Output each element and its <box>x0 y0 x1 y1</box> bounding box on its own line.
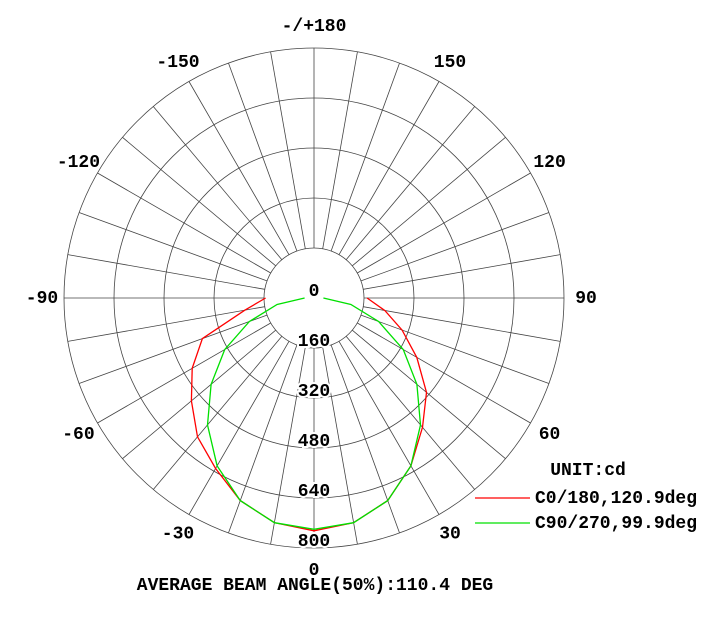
angle-tick-label: 90 <box>575 289 597 309</box>
grid-spoke <box>67 254 265 290</box>
grid-spoke <box>122 329 276 460</box>
angle-tick-label: -30 <box>162 524 194 544</box>
grid-spoke <box>357 172 531 274</box>
angle-tick-label: -90 <box>26 289 58 309</box>
grid-spoke <box>78 314 268 384</box>
r-tick-label: 320 <box>298 382 330 402</box>
grid-spoke <box>360 314 550 384</box>
legend-label: C90/270,99.9deg <box>535 514 697 534</box>
angle-tick-label: -60 <box>62 425 94 445</box>
grid-spoke <box>228 344 298 534</box>
grid-spoke <box>352 136 506 267</box>
grid-spoke <box>270 51 306 249</box>
grid-spoke <box>330 344 400 534</box>
angle-tick-label: -150 <box>156 53 199 73</box>
grid-spoke <box>188 81 290 255</box>
grid-spoke <box>338 341 440 515</box>
curve <box>206 297 422 530</box>
grid-spoke <box>97 322 271 424</box>
grid-spoke <box>322 51 358 249</box>
grid-spoke <box>352 329 506 460</box>
angle-tick-label: 150 <box>434 53 466 73</box>
curve <box>190 297 428 532</box>
r-tick-label: 0 <box>309 282 320 302</box>
footer: AVERAGE BEAM ANGLE(50%):110.4 DEG <box>137 576 493 596</box>
angle-tick-label: 60 <box>539 425 561 445</box>
angle-tick-label: 120 <box>533 153 565 173</box>
r-tick-label: 480 <box>298 432 330 452</box>
grid-spoke <box>330 62 400 252</box>
r-tick-label: 160 <box>298 332 330 352</box>
angle-tick-label: 0 <box>309 561 320 581</box>
grid-spoke <box>78 212 268 282</box>
grid-spoke <box>322 347 358 545</box>
grid-spoke <box>97 172 271 274</box>
grid-spoke <box>345 336 476 490</box>
grid-spoke <box>270 347 306 545</box>
angle-tick-label: 30 <box>439 524 461 544</box>
grid-spoke <box>228 62 298 252</box>
grid-spoke <box>152 106 283 260</box>
grid-spoke <box>360 212 550 282</box>
angle-tick-label: -/+180 <box>282 17 347 37</box>
grid-spoke <box>338 81 440 255</box>
legend-label: C0/180,120.9deg <box>535 489 697 509</box>
angle-tick-label: -120 <box>57 153 100 173</box>
legend-title: UNIT:cd <box>550 461 626 481</box>
grid-spoke <box>363 306 561 342</box>
grid-spoke <box>357 322 531 424</box>
grid-spoke <box>345 106 476 260</box>
grid-spoke <box>67 306 265 342</box>
grid-spoke <box>122 136 276 267</box>
r-tick-label: 800 <box>298 532 330 552</box>
grid-spoke <box>188 341 290 515</box>
grid-spoke <box>363 254 561 290</box>
grid-spoke <box>152 336 283 490</box>
r-tick-label: 640 <box>298 482 330 502</box>
